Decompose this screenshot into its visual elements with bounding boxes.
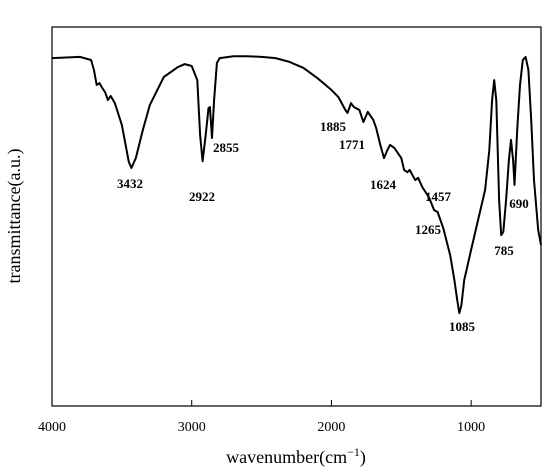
x-tick-label: 3000: [178, 420, 206, 435]
peak-label: 1457: [425, 189, 452, 204]
peak-label: 1885: [320, 119, 347, 134]
y-axis-label: transmittance(a.u.): [4, 149, 25, 284]
peak-label: 2855: [213, 140, 240, 155]
x-axis-label: wavenumber(cm−1): [226, 445, 366, 468]
peak-label: 1085: [449, 319, 476, 334]
peak-label: 3432: [117, 176, 143, 191]
peak-label: 785: [494, 243, 514, 258]
x-tick-label: 2000: [317, 420, 345, 435]
peak-label: 2922: [189, 189, 215, 204]
peak-label: 1624: [370, 177, 397, 192]
x-tick-label: 4000: [38, 420, 66, 435]
spectrum-line: [51, 55, 542, 315]
plot-frame: [51, 26, 542, 407]
peak-label: 1771: [339, 137, 365, 152]
peak-label: 1265: [415, 222, 442, 237]
x-tick-label: 1000: [457, 420, 485, 435]
peak-label: 690: [509, 196, 529, 211]
